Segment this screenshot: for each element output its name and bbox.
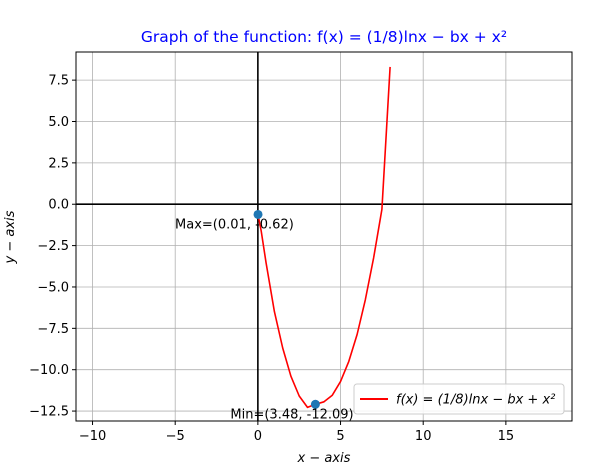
legend-box bbox=[353, 383, 565, 415]
x-tick-label: 0 bbox=[254, 429, 262, 444]
x-tick-label: −10 bbox=[79, 429, 106, 444]
y-tick-label: 2.5 bbox=[48, 156, 69, 171]
y-ticks: −12.5 −10.0 −7.5 −5.0 −2.5 0.0 2.5 5.0 7.5 bbox=[29, 74, 76, 420]
y-tick-label: −7.5 bbox=[37, 322, 69, 337]
y-tick-label: 0.0 bbox=[48, 198, 69, 213]
plot-area-frame bbox=[75, 51, 573, 422]
y-axis-label: y − axis bbox=[3, 210, 18, 264]
x-tick-label: 5 bbox=[336, 429, 344, 444]
y-tick-label: −5.0 bbox=[37, 280, 69, 295]
x-ticks: −10 −5 0 5 10 15 bbox=[79, 421, 514, 444]
legend: f(x) = (1/8)lnx − bx + x² bbox=[353, 383, 565, 415]
highlight-points: Max=(0.01, -0.62) Min=(3.48, -12.09) bbox=[175, 209, 354, 422]
y-tick-label: 7.5 bbox=[48, 74, 69, 89]
grid bbox=[76, 52, 572, 421]
reference-lines bbox=[76, 52, 572, 421]
series-lines bbox=[257, 66, 391, 409]
legend-label: f(x) = (1/8)lnx − bx + x² bbox=[396, 393, 555, 408]
highlight-point bbox=[253, 209, 263, 219]
y-tick-label: −10.0 bbox=[29, 363, 69, 378]
point-annotation: Max=(0.01, -0.62) bbox=[175, 217, 294, 232]
highlight-point bbox=[310, 399, 320, 409]
series-line bbox=[257, 66, 391, 409]
x-tick-label: −5 bbox=[166, 429, 185, 444]
y-tick-label: −2.5 bbox=[37, 239, 69, 254]
x-axis-label: x − axis bbox=[297, 451, 351, 466]
y-tick-label: 5.0 bbox=[48, 115, 69, 130]
chart-title: Graph of the function: f(x) = (1/8)lnx −… bbox=[141, 28, 507, 46]
x-tick-label: 15 bbox=[498, 429, 515, 444]
y-tick-label: −12.5 bbox=[29, 405, 69, 420]
point-annotation: Min=(3.48, -12.09) bbox=[230, 407, 353, 422]
x-tick-label: 10 bbox=[415, 429, 432, 444]
